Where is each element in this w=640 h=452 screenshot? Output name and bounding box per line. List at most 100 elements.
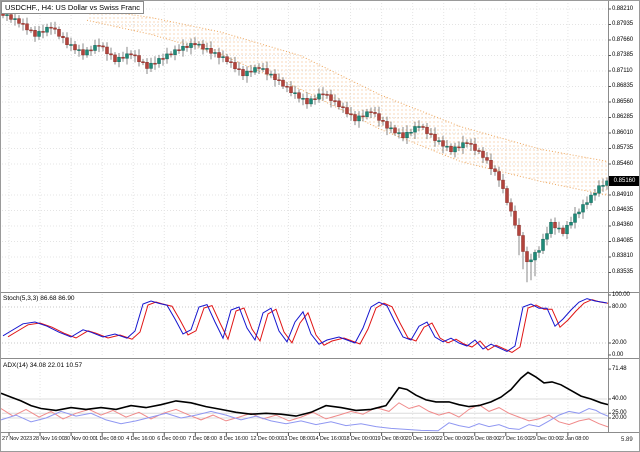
stoch-signal-line xyxy=(7,299,608,353)
candle xyxy=(413,121,417,139)
current-price-tag: 0.85160 xyxy=(609,176,639,186)
current-price-value: 0.85160 xyxy=(613,178,636,184)
candle xyxy=(317,88,321,103)
candle xyxy=(245,66,249,83)
candle xyxy=(145,58,149,74)
candle xyxy=(149,57,153,72)
candle xyxy=(133,50,137,63)
candle xyxy=(449,143,453,155)
candle xyxy=(461,135,465,154)
candle xyxy=(393,124,397,136)
candle xyxy=(237,61,241,76)
candle xyxy=(97,38,101,53)
candle xyxy=(385,116,389,136)
candle xyxy=(501,173,505,194)
candle xyxy=(453,142,457,158)
candle xyxy=(49,22,53,35)
candle xyxy=(281,77,285,89)
candle xyxy=(505,185,509,206)
candle xyxy=(293,85,297,99)
candle xyxy=(537,246,541,258)
candle xyxy=(25,17,29,35)
candle xyxy=(445,140,449,152)
candle xyxy=(409,128,413,137)
candle xyxy=(337,98,341,110)
candle xyxy=(325,90,329,99)
candle xyxy=(521,232,525,270)
candle xyxy=(273,69,277,87)
candle xyxy=(105,42,109,61)
candle xyxy=(277,73,281,85)
candle xyxy=(81,43,85,60)
candle xyxy=(389,121,393,134)
candle xyxy=(477,147,481,154)
candle xyxy=(121,51,125,62)
candle xyxy=(309,95,313,107)
candle xyxy=(381,116,385,126)
candle xyxy=(585,196,589,210)
candle xyxy=(481,147,485,163)
candle xyxy=(301,93,305,106)
candle xyxy=(181,39,185,57)
candle xyxy=(341,102,345,113)
candle xyxy=(473,137,477,156)
candle xyxy=(185,42,189,52)
candle xyxy=(529,253,533,281)
candle xyxy=(513,205,517,229)
candle xyxy=(269,70,273,79)
candle xyxy=(13,11,17,26)
candle xyxy=(109,47,113,60)
adx-main-line xyxy=(1,371,609,417)
candle xyxy=(225,53,229,65)
candle xyxy=(21,18,25,31)
minus-di-line xyxy=(1,407,609,432)
candle xyxy=(241,65,245,80)
stoch-indicator-label: Stoch(5,3,3) 86.68 86.90 xyxy=(3,295,75,302)
candle xyxy=(441,135,445,154)
candle xyxy=(525,246,529,283)
candle xyxy=(141,58,145,66)
candle xyxy=(377,106,381,127)
candles-series xyxy=(1,7,609,283)
candle xyxy=(369,107,373,118)
candle xyxy=(289,81,293,97)
candle xyxy=(217,47,221,65)
candle xyxy=(349,107,353,121)
candle xyxy=(485,152,489,164)
candle xyxy=(261,62,265,72)
candle xyxy=(553,217,557,235)
candle xyxy=(69,37,73,51)
candle xyxy=(565,221,569,240)
candle xyxy=(177,44,181,54)
candle xyxy=(333,94,337,106)
candle xyxy=(329,89,333,108)
candle xyxy=(229,57,233,68)
candle xyxy=(113,52,117,65)
candle xyxy=(541,233,545,254)
candle xyxy=(577,208,581,219)
candle xyxy=(401,127,405,142)
candle xyxy=(265,61,269,81)
candle xyxy=(373,106,377,118)
candle xyxy=(61,32,65,44)
candle xyxy=(305,92,309,109)
candle xyxy=(357,111,361,128)
candle xyxy=(421,123,425,130)
pane-borders xyxy=(1,1,639,433)
candle xyxy=(417,120,421,132)
candle xyxy=(193,37,197,50)
candle xyxy=(169,51,173,58)
stoch-main-line xyxy=(2,298,608,352)
candle xyxy=(597,180,601,197)
candle xyxy=(117,53,121,68)
adx-indicator-label: ADX(14) 34.08 22.01 10.57 xyxy=(3,362,83,369)
candle xyxy=(137,49,141,67)
candle xyxy=(593,189,597,201)
candle xyxy=(405,125,409,144)
candle xyxy=(429,128,433,138)
candle xyxy=(221,50,225,63)
candle xyxy=(601,178,605,192)
candle xyxy=(297,89,301,103)
candle xyxy=(37,25,41,40)
